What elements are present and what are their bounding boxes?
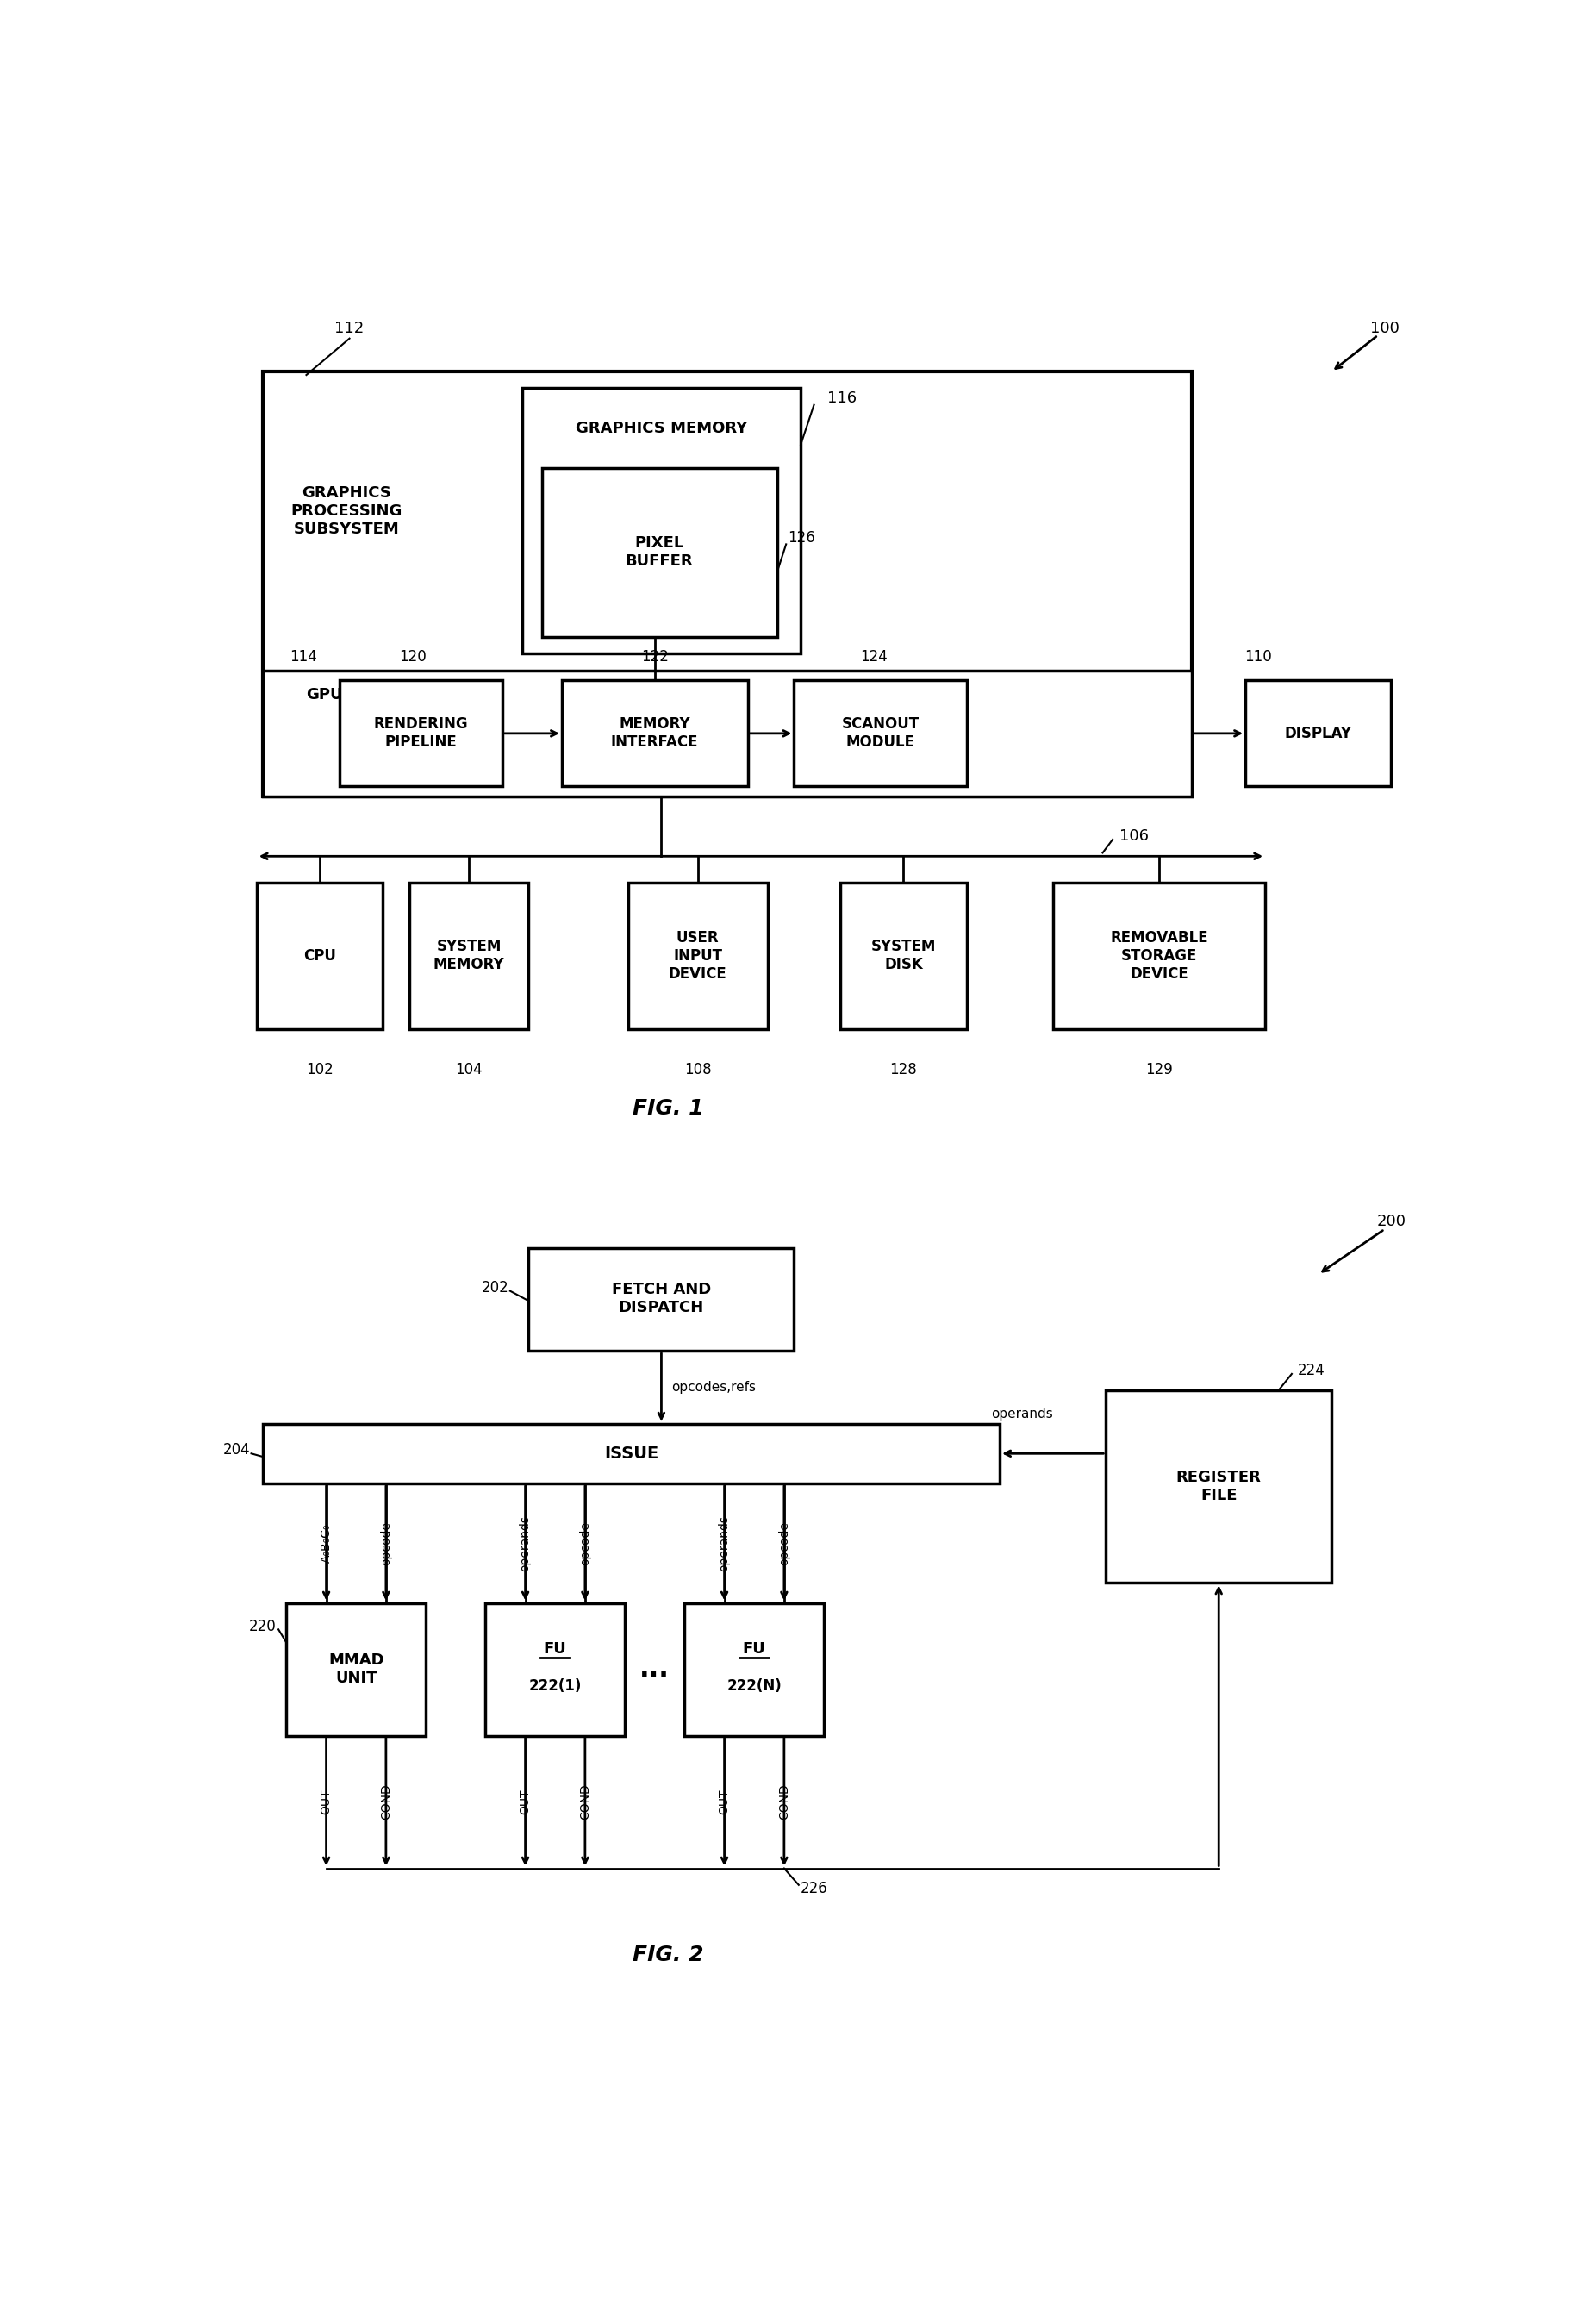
Text: 126: 126 bbox=[787, 530, 816, 546]
Text: FIG. 2: FIG. 2 bbox=[632, 1944, 704, 1965]
Text: GPU: GPU bbox=[306, 688, 343, 702]
Bar bbox=[629, 883, 768, 1029]
Bar bbox=[263, 671, 1192, 797]
Text: FIG. 1: FIG. 1 bbox=[632, 1099, 704, 1120]
Bar bbox=[562, 681, 747, 787]
Text: REGISTER
FILE: REGISTER FILE bbox=[1176, 1470, 1261, 1503]
Bar bbox=[841, 883, 967, 1029]
Bar bbox=[543, 467, 777, 637]
Text: 100: 100 bbox=[1369, 321, 1400, 337]
Text: COND: COND bbox=[380, 1784, 393, 1819]
Text: operands: operands bbox=[991, 1408, 1053, 1419]
Text: 222(1): 222(1) bbox=[528, 1677, 581, 1693]
Text: 124: 124 bbox=[860, 650, 887, 664]
Text: MMAD
UNIT: MMAD UNIT bbox=[329, 1652, 385, 1686]
Text: 110: 110 bbox=[1245, 650, 1272, 664]
Text: opcode: opcode bbox=[380, 1522, 393, 1566]
Text: 222(N): 222(N) bbox=[726, 1677, 782, 1693]
Text: SCANOUT
MODULE: SCANOUT MODULE bbox=[841, 718, 919, 750]
Text: USER
INPUT
DEVICE: USER INPUT DEVICE bbox=[669, 929, 728, 980]
Text: A₀B₀C₀: A₀B₀C₀ bbox=[321, 1524, 332, 1563]
Text: 120: 120 bbox=[399, 650, 426, 664]
Text: opcode: opcode bbox=[779, 1522, 790, 1566]
Text: FETCH AND
DISPATCH: FETCH AND DISPATCH bbox=[611, 1282, 710, 1315]
Text: 204: 204 bbox=[223, 1443, 251, 1459]
Bar bbox=[522, 388, 801, 653]
Text: 128: 128 bbox=[891, 1062, 918, 1078]
Text: 108: 108 bbox=[685, 1062, 712, 1078]
Text: REMOVABLE
STORAGE
DEVICE: REMOVABLE STORAGE DEVICE bbox=[1111, 929, 1208, 980]
Text: opcodes,refs: opcodes,refs bbox=[672, 1380, 757, 1394]
Bar bbox=[263, 372, 1192, 797]
Bar bbox=[286, 1603, 426, 1735]
Text: RENDERING
PIPELINE: RENDERING PIPELINE bbox=[373, 718, 468, 750]
Bar bbox=[485, 1603, 626, 1735]
Text: 112: 112 bbox=[335, 321, 364, 337]
Text: 129: 129 bbox=[1146, 1062, 1173, 1078]
Text: 116: 116 bbox=[827, 390, 857, 407]
Text: COND: COND bbox=[579, 1784, 591, 1819]
Text: COND: COND bbox=[779, 1784, 790, 1819]
Bar bbox=[409, 883, 528, 1029]
Text: OUT: OUT bbox=[519, 1789, 531, 1814]
Text: 114: 114 bbox=[290, 650, 318, 664]
Text: FU: FU bbox=[742, 1642, 766, 1656]
Text: ISSUE: ISSUE bbox=[605, 1445, 659, 1461]
Text: OUT: OUT bbox=[718, 1789, 731, 1814]
Text: 200: 200 bbox=[1377, 1213, 1406, 1229]
Text: operands: operands bbox=[519, 1515, 531, 1570]
Bar bbox=[1245, 681, 1392, 787]
Bar bbox=[257, 883, 383, 1029]
Bar bbox=[685, 1603, 824, 1735]
Bar bbox=[795, 681, 967, 787]
Text: operands: operands bbox=[718, 1515, 731, 1570]
Text: 220: 220 bbox=[249, 1619, 276, 1633]
Text: 122: 122 bbox=[642, 650, 669, 664]
Text: SYSTEM
MEMORY: SYSTEM MEMORY bbox=[433, 938, 504, 973]
Text: MEMORY
INTERFACE: MEMORY INTERFACE bbox=[611, 718, 699, 750]
Text: opcode: opcode bbox=[579, 1522, 591, 1566]
Bar bbox=[1053, 883, 1266, 1029]
Text: 106: 106 bbox=[1119, 829, 1149, 843]
Bar bbox=[1106, 1391, 1331, 1582]
Text: 102: 102 bbox=[306, 1062, 334, 1078]
Bar bbox=[340, 681, 503, 787]
Text: OUT: OUT bbox=[321, 1789, 332, 1814]
Text: FU: FU bbox=[544, 1642, 567, 1656]
Text: ...: ... bbox=[640, 1656, 670, 1682]
Text: 224: 224 bbox=[1298, 1364, 1325, 1378]
Text: 104: 104 bbox=[455, 1062, 482, 1078]
Text: PIXEL
BUFFER: PIXEL BUFFER bbox=[626, 537, 693, 569]
Text: DISPLAY: DISPLAY bbox=[1285, 725, 1352, 741]
Bar bbox=[528, 1247, 795, 1350]
Bar bbox=[263, 1424, 999, 1484]
Text: GRAPHICS MEMORY: GRAPHICS MEMORY bbox=[576, 420, 747, 437]
Text: SYSTEM
DISK: SYSTEM DISK bbox=[871, 938, 935, 973]
Text: 226: 226 bbox=[801, 1882, 828, 1896]
Text: GRAPHICS
PROCESSING
SUBSYSTEM: GRAPHICS PROCESSING SUBSYSTEM bbox=[290, 486, 402, 537]
Text: CPU: CPU bbox=[303, 948, 335, 964]
Text: 202: 202 bbox=[482, 1280, 509, 1296]
